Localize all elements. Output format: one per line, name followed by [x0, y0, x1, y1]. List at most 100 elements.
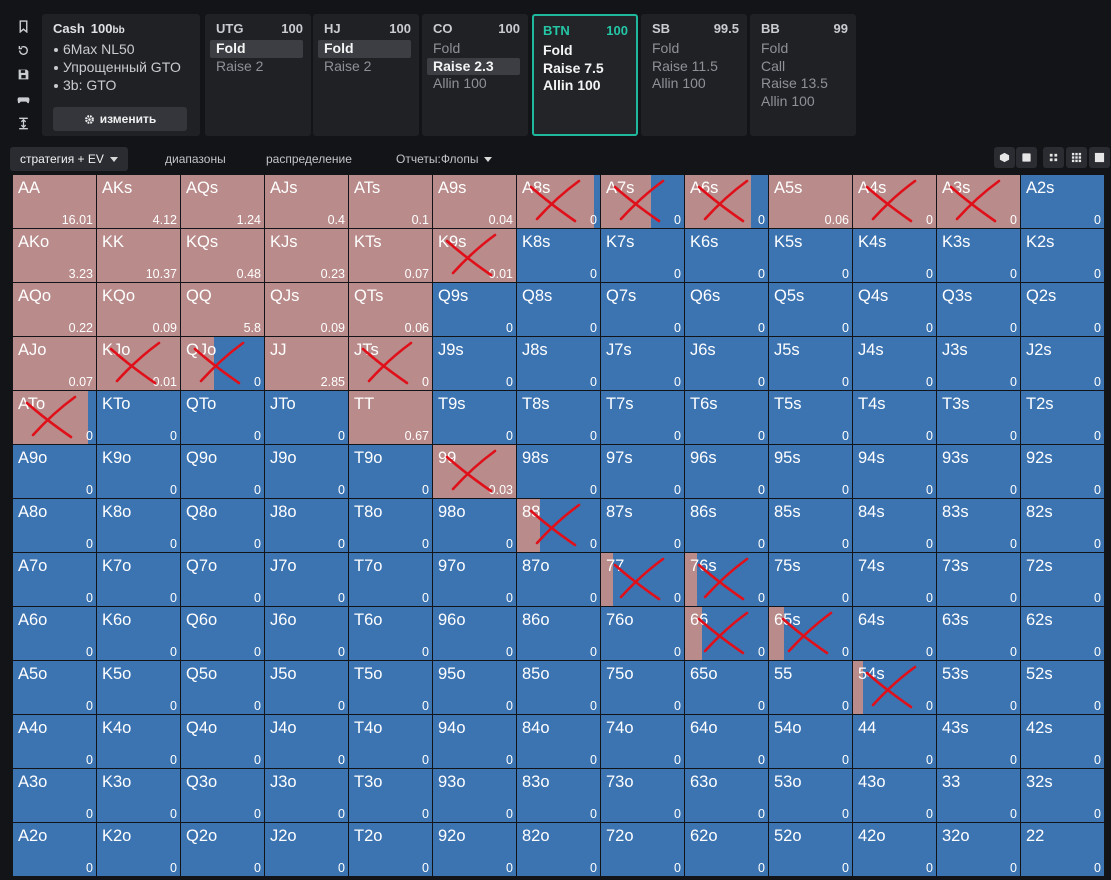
position-card-hj[interactable]: HJ 100 Fold Raise 2 [313, 14, 419, 136]
hand-cell-62o[interactable]: 62o 0 [685, 823, 768, 876]
hand-cell-98o[interactable]: 98o 0 [433, 499, 516, 552]
hand-cell-42s[interactable]: 42s 0 [1021, 715, 1104, 768]
hand-cell-AKo[interactable]: AKo 3.23 [13, 229, 96, 282]
hand-cell-KJs[interactable]: KJs 0.23 [265, 229, 348, 282]
history-icon[interactable] [14, 42, 32, 60]
action-option[interactable]: Raise 2 [216, 57, 264, 74]
hand-cell-97o[interactable]: 97o 0 [433, 553, 516, 606]
full-view-button[interactable] [1089, 147, 1110, 168]
hand-cell-86o[interactable]: 86o 0 [517, 607, 600, 660]
position-card-btn[interactable]: BTN 100 Fold Raise 7.5 Allin 100 [532, 14, 638, 136]
hand-cell-96s[interactable]: 96s 0 [685, 445, 768, 498]
hand-cell-JTo[interactable]: JTo 0 [265, 391, 348, 444]
tab-strategy-ev[interactable]: стратегия + EV [10, 147, 128, 171]
hand-cell-J7s[interactable]: J7s 0 [601, 337, 684, 390]
hand-cell-A7s[interactable]: A7s 0 [601, 175, 684, 228]
hand-cell-K9s[interactable]: K9s 0.01 [433, 229, 516, 282]
hand-cell-A4o[interactable]: A4o 0 [13, 715, 96, 768]
hand-cell-52s[interactable]: 52s 0 [1021, 661, 1104, 714]
hand-cell-63s[interactable]: 63s 0 [937, 607, 1020, 660]
action-option[interactable]: Fold [433, 40, 461, 56]
hand-cell-54s[interactable]: 54s 0 [853, 661, 936, 714]
hand-cell-J5o[interactable]: J5o 0 [265, 661, 348, 714]
hand-cell-65s[interactable]: 65s 0 [769, 607, 852, 660]
hand-cell-98s[interactable]: 98s 0 [517, 445, 600, 498]
hand-cell-T3s[interactable]: T3s 0 [937, 391, 1020, 444]
hand-cell-QJo[interactable]: QJo 0 [181, 337, 264, 390]
hand-cell-J7o[interactable]: J7o 0 [265, 553, 348, 606]
action-option[interactable]: Fold [761, 40, 789, 56]
hand-cell-93s[interactable]: 93s 0 [937, 445, 1020, 498]
hand-cell-T9o[interactable]: T9o 0 [349, 445, 432, 498]
hand-cell-77[interactable]: 77 0 [601, 553, 684, 606]
hand-cell-T8s[interactable]: T8s 0 [517, 391, 600, 444]
hand-cell-76s[interactable]: 76s 0 [685, 553, 768, 606]
hand-cell-Q8s[interactable]: Q8s 0 [517, 283, 600, 336]
hand-cell-87s[interactable]: 87s 0 [601, 499, 684, 552]
hand-cell-86s[interactable]: 86s 0 [685, 499, 768, 552]
hand-cell-Q7o[interactable]: Q7o 0 [181, 553, 264, 606]
action-option[interactable]: Fold [210, 40, 303, 58]
hand-cell-93o[interactable]: 93o 0 [433, 769, 516, 822]
hand-cell-J9s[interactable]: J9s 0 [433, 337, 516, 390]
hand-cell-K5o[interactable]: K5o 0 [97, 661, 180, 714]
hand-cell-K3s[interactable]: K3s 0 [937, 229, 1020, 282]
hand-cell-K6o[interactable]: K6o 0 [97, 607, 180, 660]
hand-cell-J3o[interactable]: J3o 0 [265, 769, 348, 822]
hand-cell-Q3o[interactable]: Q3o 0 [181, 769, 264, 822]
hand-cell-K6s[interactable]: K6s 0 [685, 229, 768, 282]
hand-cell-J2s[interactable]: J2s 0 [1021, 337, 1104, 390]
hand-cell-K7o[interactable]: K7o 0 [97, 553, 180, 606]
hand-cell-QJs[interactable]: QJs 0.09 [265, 283, 348, 336]
save-icon[interactable] [14, 66, 32, 84]
hand-cell-84s[interactable]: 84s 0 [853, 499, 936, 552]
hand-cell-KTs[interactable]: KTs 0.07 [349, 229, 432, 282]
hand-cell-95o[interactable]: 95o 0 [433, 661, 516, 714]
hand-cell-64s[interactable]: 64s 0 [853, 607, 936, 660]
hand-cell-AKs[interactable]: AKs 4.12 [97, 175, 180, 228]
hand-cell-QTo[interactable]: QTo 0 [181, 391, 264, 444]
hand-cell-73o[interactable]: 73o 0 [601, 769, 684, 822]
hand-cell-44[interactable]: 44 0 [853, 715, 936, 768]
hand-cell-A3o[interactable]: A3o 0 [13, 769, 96, 822]
action-option[interactable]: Allin 100 [761, 92, 815, 109]
hand-cell-74o[interactable]: 74o 0 [601, 715, 684, 768]
hand-cell-T7s[interactable]: T7s 0 [601, 391, 684, 444]
hand-cell-T3o[interactable]: T3o 0 [349, 769, 432, 822]
hand-cell-K9o[interactable]: K9o 0 [97, 445, 180, 498]
hand-cell-84o[interactable]: 84o 0 [517, 715, 600, 768]
hand-cell-74s[interactable]: 74s 0 [853, 553, 936, 606]
hand-cell-82o[interactable]: 82o 0 [517, 823, 600, 876]
hand-cell-72o[interactable]: 72o 0 [601, 823, 684, 876]
hand-cell-JJ[interactable]: JJ 2.85 [265, 337, 348, 390]
hand-cell-Q4o[interactable]: Q4o 0 [181, 715, 264, 768]
hand-cell-94s[interactable]: 94s 0 [853, 445, 936, 498]
hand-cell-T9s[interactable]: T9s 0 [433, 391, 516, 444]
hand-cell-A5o[interactable]: A5o 0 [13, 661, 96, 714]
hand-cell-32o[interactable]: 32o 0 [937, 823, 1020, 876]
hand-cell-K7s[interactable]: K7s 0 [601, 229, 684, 282]
action-option[interactable]: Raise 7.5 [543, 59, 604, 76]
cube-view-button[interactable] [994, 147, 1015, 168]
hand-cell-Q4s[interactable]: Q4s 0 [853, 283, 936, 336]
hand-cell-72s[interactable]: 72s 0 [1021, 553, 1104, 606]
hand-cell-A4s[interactable]: A4s 0 [853, 175, 936, 228]
hand-cell-55[interactable]: 55 0 [769, 661, 852, 714]
hand-cell-J4o[interactable]: J4o 0 [265, 715, 348, 768]
hand-cell-AJs[interactable]: AJs 0.4 [265, 175, 348, 228]
hand-cell-T7o[interactable]: T7o 0 [349, 553, 432, 606]
action-option[interactable]: Raise 13.5 [761, 75, 828, 91]
hand-cell-88[interactable]: 88 0 [517, 499, 600, 552]
hand-cell-54o[interactable]: 54o 0 [769, 715, 852, 768]
hand-cell-QQ[interactable]: QQ 5.8 [181, 283, 264, 336]
hand-cell-96o[interactable]: 96o 0 [433, 607, 516, 660]
hand-cell-83o[interactable]: 83o 0 [517, 769, 600, 822]
hand-cell-42o[interactable]: 42o 0 [853, 823, 936, 876]
position-card-utg[interactable]: UTG 100 Fold Raise 2 [205, 14, 311, 136]
hand-cell-T5s[interactable]: T5s 0 [769, 391, 852, 444]
hand-cell-64o[interactable]: 64o 0 [685, 715, 768, 768]
hand-cell-AQo[interactable]: AQo 0.22 [13, 283, 96, 336]
hand-cell-33[interactable]: 33 0 [937, 769, 1020, 822]
square-view-button[interactable] [1016, 147, 1037, 168]
hand-cell-83s[interactable]: 83s 0 [937, 499, 1020, 552]
